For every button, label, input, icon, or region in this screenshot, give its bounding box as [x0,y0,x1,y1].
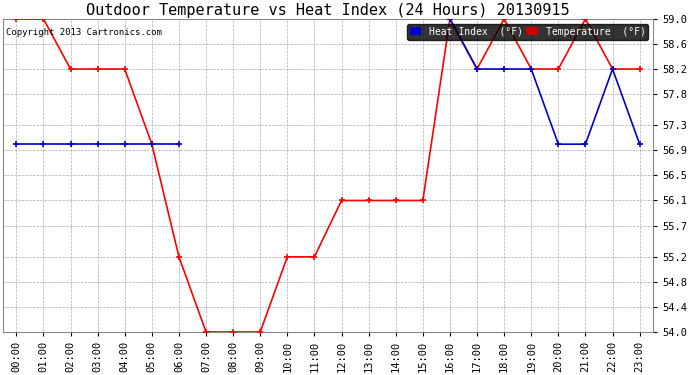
Text: Copyright 2013 Cartronics.com: Copyright 2013 Cartronics.com [6,28,162,38]
Legend: Heat Index  (°F), Temperature  (°F): Heat Index (°F), Temperature (°F) [407,24,649,40]
Title: Outdoor Temperature vs Heat Index (24 Hours) 20130915: Outdoor Temperature vs Heat Index (24 Ho… [86,3,570,18]
